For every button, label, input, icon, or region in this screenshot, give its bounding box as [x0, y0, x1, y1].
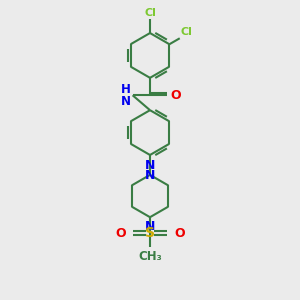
Text: O: O [170, 89, 181, 102]
Text: O: O [174, 227, 185, 240]
Text: O: O [115, 227, 126, 240]
Text: H
N: H N [121, 83, 130, 108]
Text: Cl: Cl [181, 27, 193, 37]
Text: CH₃: CH₃ [138, 250, 162, 263]
Text: N: N [145, 220, 155, 233]
Text: N: N [145, 159, 155, 172]
Text: S: S [145, 226, 155, 240]
Text: Cl: Cl [144, 8, 156, 18]
Text: N: N [145, 169, 155, 182]
